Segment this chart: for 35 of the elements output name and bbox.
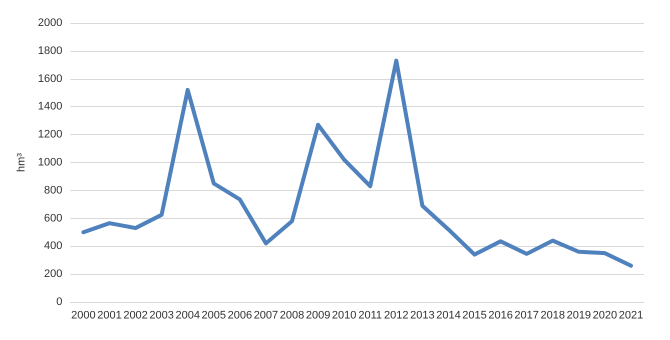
x-tick-label: 2002: [123, 310, 148, 322]
y-tick-label: 200: [44, 268, 62, 280]
y-tick-label: 1400: [38, 100, 62, 113]
x-tick-label: 2006: [228, 310, 252, 322]
y-axis-title: hm³: [16, 152, 28, 172]
x-tick-label: 2008: [280, 310, 304, 322]
y-tick-label: 400: [44, 240, 62, 252]
line-series: [81, 58, 633, 268]
x-tick-label: 2010: [332, 310, 356, 322]
x-tick-label: 2013: [410, 310, 435, 322]
x-tick-label: 2004: [175, 310, 200, 322]
y-tick-label: 1800: [38, 44, 62, 57]
x-tick-label: 2015: [462, 310, 487, 322]
y-tick-label: 800: [44, 184, 62, 196]
x-tick-label: 2012: [384, 310, 409, 322]
x-tick-label: 2005: [202, 310, 226, 322]
x-tick-label: 2019: [566, 310, 592, 322]
x-tick-label: 2018: [540, 310, 565, 322]
x-tick-label: 2016: [488, 310, 513, 322]
x-tick-label: 2003: [149, 310, 174, 322]
x-tick-label: 2014: [436, 310, 461, 322]
x-tick-label: 2007: [254, 310, 278, 322]
y-tick-label: 1600: [38, 72, 62, 85]
x-tick-label: 2017: [514, 310, 539, 322]
y-tick-label: 600: [44, 212, 62, 224]
x-tick-label: 2000: [71, 310, 96, 322]
x-tick-label: 2011: [358, 310, 382, 322]
x-tick-label: 2020: [592, 310, 618, 322]
x-tick-label: 2021: [618, 310, 644, 322]
x-tick-label: 2001: [97, 310, 122, 322]
y-tick-label: 1000: [38, 156, 62, 168]
y-tick-label: 1200: [38, 128, 62, 141]
y-tick-label: 0: [56, 296, 62, 308]
y-tick-label: 2000: [38, 17, 62, 29]
x-tick-label: 2009: [306, 310, 330, 322]
